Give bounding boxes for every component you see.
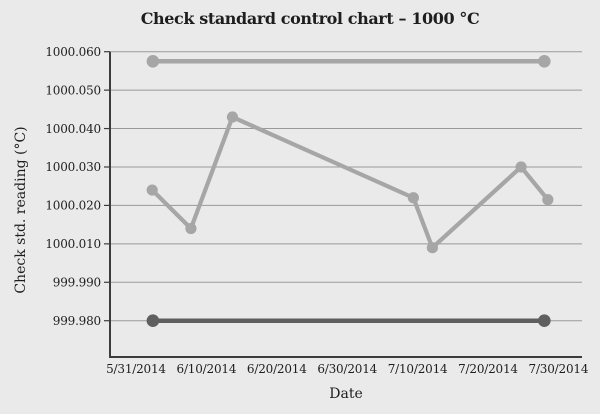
- x-tick-label: 7/30/2014: [529, 362, 589, 376]
- check-standard-readings-marker: [426, 242, 438, 254]
- x-tick-label: 6/10/2014: [177, 362, 237, 376]
- x-tick-label: 7/10/2014: [388, 362, 448, 376]
- y-tick-label: 999.980: [53, 314, 101, 328]
- y-tick-label: 999.990: [53, 275, 101, 289]
- upper-control-limit-marker: [146, 55, 160, 68]
- y-tick-label: 1000.010: [45, 237, 101, 251]
- check-standard-readings-marker: [226, 111, 239, 123]
- check-standard-readings-marker: [407, 192, 419, 204]
- y-tick-label: 1000.030: [45, 160, 101, 174]
- x-tick-label: 7/20/2014: [458, 362, 518, 376]
- chart-title: Check standard control chart – 1000 °C: [140, 9, 480, 28]
- y-tick-label: 1000.020: [45, 199, 101, 213]
- x-tick-label: 6/20/2014: [247, 362, 307, 376]
- x-tick-label: 6/30/2014: [317, 362, 377, 376]
- check-standard-readings-line: [150, 114, 550, 250]
- y-tick-label: 1000.060: [45, 45, 101, 59]
- lower-control-limit-marker: [146, 314, 160, 328]
- lower-control-limit-marker: [538, 314, 551, 328]
- x-tick-label: 5/31/2014: [106, 362, 166, 376]
- check-standard-readings-marker: [515, 161, 527, 173]
- check-standard-readings-marker: [185, 222, 197, 235]
- check-standard-readings-marker: [146, 184, 158, 196]
- y-tick-label: 1000.050: [45, 83, 101, 97]
- check-standard-readings-marker: [542, 194, 554, 206]
- x-axis-title: Date: [329, 386, 363, 402]
- upper-control-limit-marker: [538, 55, 551, 68]
- y-tick-label: 1000.040: [45, 122, 101, 136]
